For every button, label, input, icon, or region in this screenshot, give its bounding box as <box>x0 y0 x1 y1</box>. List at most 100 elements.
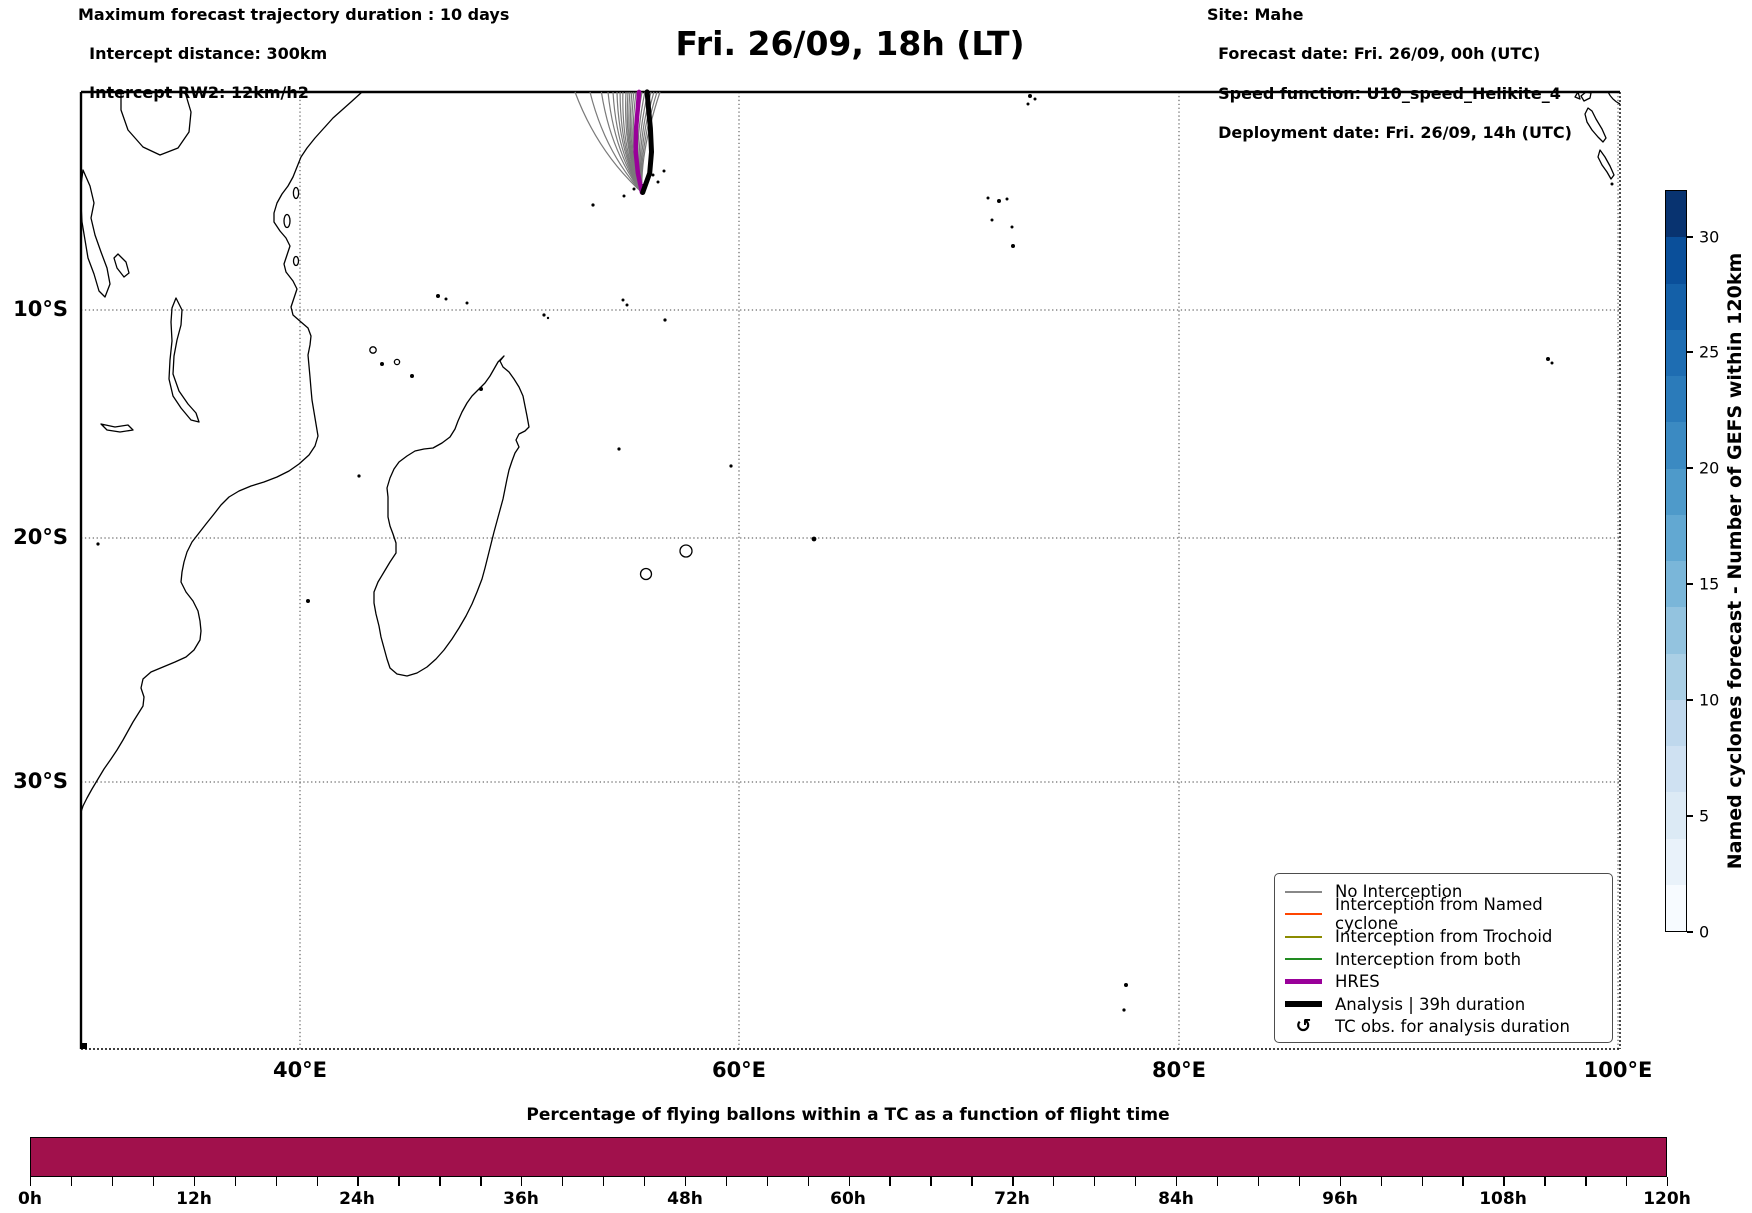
legend-label: No Interception <box>1335 882 1463 901</box>
lake-cahora-bassa <box>100 423 134 433</box>
bar-tick-label: 108h <box>1479 1189 1527 1209</box>
colorbar-segment <box>1666 376 1686 423</box>
africa-coastline <box>80 91 363 813</box>
tc-obs-rotation-icon: ↺ <box>1295 1015 1312 1037</box>
flight-time-tick <box>848 1177 850 1186</box>
flight-time-tick <box>930 1177 932 1186</box>
bar-tick-label: 120h <box>1643 1189 1691 1209</box>
flight-time-tick <box>1012 1177 1014 1186</box>
flight-time-tick <box>1380 1177 1382 1186</box>
flight-time-tick <box>1544 1177 1546 1186</box>
legend-item-hres: HRES <box>1285 971 1602 992</box>
zanzibar-island <box>283 213 291 229</box>
flight-time-tick <box>603 1177 605 1186</box>
flight-time-tick <box>1667 1177 1669 1186</box>
flight-time-tick <box>1421 1177 1423 1186</box>
colorbar-segment <box>1666 422 1686 469</box>
flight-time-tick <box>521 1177 523 1186</box>
mauritius-island <box>679 544 693 558</box>
hres-line-swatch <box>1285 979 1322 984</box>
no-interception-line-swatch <box>1285 890 1322 893</box>
bar-tick-label: 72h <box>994 1189 1030 1209</box>
analysis-line-swatch <box>1285 1001 1322 1007</box>
flight-time-tick <box>193 1177 196 1186</box>
legend-item-no-interception: No Interception <box>1285 881 1602 902</box>
flight-time-tick <box>480 1177 482 1186</box>
flight-time-tick <box>439 1177 441 1186</box>
madagascar-coastline <box>373 355 530 677</box>
colorbar-segment <box>1666 699 1686 746</box>
colorbar-title: Named cyclones forecast - Number of GEFS… <box>1724 252 1746 870</box>
flight-time-bar <box>30 1137 1667 1177</box>
anjouan-island <box>393 358 401 366</box>
colorbar-gradient <box>1665 190 1687 932</box>
analysis-trajectory <box>640 89 655 195</box>
legend-label: Analysis | 39h duration <box>1335 994 1526 1014</box>
bar-tick-label: 96h <box>1322 1189 1358 1209</box>
reunion-island <box>639 567 653 581</box>
header-left-block: Maximum forecast trajectory duration : 1… <box>78 5 509 103</box>
max-duration-text: Maximum forecast trajectory duration : 1… <box>78 5 510 24</box>
lake-tanganyika <box>80 169 111 298</box>
island-clipped-top <box>1580 91 1592 102</box>
colorbar-tick <box>1687 931 1693 933</box>
y-tick-label-10s: 10°S <box>13 297 68 321</box>
legend-item-trochoid: Interception from Trochoid <box>1285 926 1602 947</box>
coastlines <box>80 91 1621 813</box>
pemba-island <box>292 186 300 200</box>
flight-time-tick <box>684 1177 687 1186</box>
colorbar-tick-label: 20 <box>1699 458 1720 478</box>
colorbar-segment <box>1666 514 1686 561</box>
island-clipped-top-2 <box>1574 91 1581 100</box>
bar-tick-label: 12h <box>176 1189 212 1209</box>
colorbar-tick <box>1687 236 1693 238</box>
site-text: Site: Mahe <box>1207 5 1304 24</box>
flight-time-tick <box>1094 1177 1096 1186</box>
trochoid-line-swatch <box>1285 935 1322 938</box>
lake-malawi <box>168 297 200 423</box>
colorbar-segment <box>1666 191 1686 238</box>
bar-tick-label: 60h <box>830 1189 866 1209</box>
colorbar-segment <box>1666 237 1686 284</box>
page-title: Fri. 26/09, 18h (LT) <box>675 24 1025 63</box>
colorbar-segment <box>1666 653 1686 700</box>
flight-time-tick <box>234 1177 236 1186</box>
colorbar-tick <box>1687 815 1693 817</box>
island-dots <box>81 94 1614 1049</box>
flight-time-tick <box>152 1177 155 1186</box>
flight-time-tick <box>643 1177 646 1186</box>
flight-time-tick <box>971 1177 973 1186</box>
flight-time-tick <box>1216 1177 1219 1186</box>
both-line-swatch <box>1285 958 1322 960</box>
colorbar-tick <box>1687 699 1693 701</box>
legend-item-analysis: Analysis | 39h duration <box>1285 994 1602 1015</box>
flight-time-chart-title: Percentage of flying ballons within a TC… <box>526 1105 1170 1125</box>
flight-time-tick <box>398 1177 400 1186</box>
flight-time-tick <box>766 1177 768 1186</box>
colorbar-segment <box>1666 792 1686 839</box>
x-tick-label-40e: 40°E <box>272 1058 328 1082</box>
legend-item-named-cyclone: Interception from Named cyclone <box>1285 895 1602 933</box>
legend-label: Interception from Trochoid <box>1335 927 1553 946</box>
lake-victoria <box>120 91 192 156</box>
graticule-gridlines <box>81 92 1620 1049</box>
flight-time-tick <box>725 1177 728 1186</box>
flight-time-tick <box>70 1177 73 1186</box>
intercept-distance-text: Intercept distance: 300km <box>89 44 328 63</box>
deployment-date-text: Deployment date: Fri. 26/09, 14h (UTC) <box>1218 123 1572 143</box>
colorbar-tick-label: 15 <box>1699 574 1720 594</box>
colorbar-tick <box>1687 583 1693 585</box>
flight-time-tick <box>1298 1177 1301 1186</box>
bar-tick-label: 84h <box>1158 1189 1194 1209</box>
x-tick-label-80e: 80°E <box>1151 1058 1207 1082</box>
bar-tick-label: 36h <box>503 1189 539 1209</box>
x-tick-label-100e: 100°E <box>1583 1058 1653 1082</box>
colorbar-tick-label: 0 <box>1699 922 1710 942</box>
colorbar-tick-label: 25 <box>1699 342 1720 362</box>
bar-tick-label: 24h <box>339 1189 375 1209</box>
flight-time-tick <box>111 1177 114 1186</box>
colorbar-segment <box>1666 607 1686 654</box>
grande-comore-island <box>369 346 377 354</box>
y-tick-label-30s: 30°S <box>13 769 68 793</box>
forecast-date-text: Forecast date: Fri. 26/09, 00h (UTC) <box>1218 44 1541 64</box>
